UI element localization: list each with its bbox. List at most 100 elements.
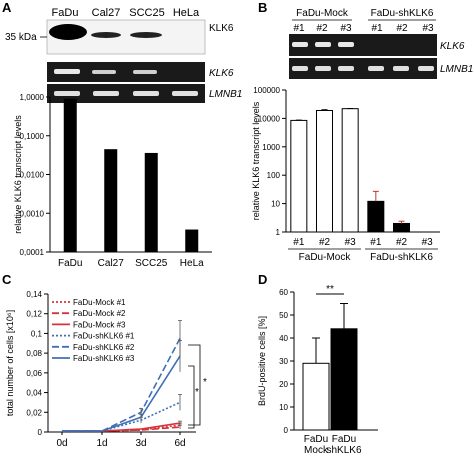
lane-label-fadu: FaDu — [52, 7, 79, 19]
lane-number: #2 — [316, 23, 328, 34]
pcr-gel-klk6-a — [47, 62, 205, 82]
y-axis-label: relative KLK6 transcript levels — [251, 101, 261, 220]
y-tick-label: 0,0001 — [20, 248, 45, 257]
lane-label-cal27: Cal27 — [92, 7, 121, 19]
blot-label-klk6-protein: KLK6 — [209, 23, 234, 34]
y-tick-label: 10 — [271, 200, 280, 209]
y-tick-label: 1 — [276, 228, 281, 237]
legend-label: FaDu-Mock #3 — [73, 320, 126, 329]
y-tick-label: 60 — [279, 288, 288, 297]
x-tick-label: Mock — [304, 445, 329, 456]
panel-d-letter: D — [258, 272, 267, 287]
legend-label: FaDu-Mock #1 — [73, 298, 126, 307]
pcr-gel-lmnb1-b — [289, 58, 437, 79]
wb-band-cal27 — [91, 32, 121, 38]
significance-bracket — [188, 365, 195, 429]
y-tick-label: 0 — [284, 426, 289, 435]
y-tick-label: 50 — [279, 311, 288, 320]
bar — [316, 109, 333, 233]
bar — [144, 152, 158, 252]
bar — [367, 200, 385, 233]
y-tick-label: 0,02 — [26, 408, 42, 417]
x-tick-label: FaDu — [304, 434, 328, 445]
significance-star: * — [195, 387, 199, 398]
group-label-fadu-shklk6: FaDu-shKLK6 — [371, 8, 434, 19]
y-tick-label: 0 — [38, 428, 43, 437]
y-tick-label: 0,1000 — [20, 132, 45, 141]
y-tick-label: 20 — [279, 380, 288, 389]
western-blot-klk6 — [46, 19, 206, 55]
x-tick-label: #3 — [345, 237, 357, 248]
group-label-fadu-mock: FaDu-Mock — [296, 8, 349, 19]
kda-label: 35 kDa — [5, 32, 37, 43]
blot-label-lmnb1-b: LMNB1 — [440, 64, 473, 75]
lane-label-hela: HeLa — [173, 7, 200, 19]
blot-label-lmnb1-a: LMNB1 — [209, 89, 242, 100]
x-tick-label: #3 — [422, 237, 434, 248]
y-tick-label: 0,08 — [26, 349, 42, 358]
y-tick-label: 10000 — [258, 114, 281, 123]
y-tick-label: 0,0010 — [20, 209, 45, 218]
wb-band-fadu — [49, 24, 87, 40]
y-tick-label: 0,06 — [26, 369, 42, 378]
x-tick-label: shKLK6 — [326, 445, 361, 456]
bar — [104, 149, 118, 252]
y-axis-label: relative KLK6 transcript levels — [13, 115, 23, 234]
x-tick-label: 1d — [96, 438, 107, 449]
y-tick-label: 0,04 — [26, 389, 42, 398]
y-tick-label: 0,12 — [26, 310, 42, 319]
y-tick-label: 100000 — [253, 86, 280, 95]
y-tick-label: 30 — [279, 357, 288, 366]
bar — [302, 362, 330, 431]
blot-label-klk6-b: KLK6 — [440, 41, 465, 52]
x-tick-label: HeLa — [180, 258, 204, 269]
significance-stars: ** — [326, 284, 334, 295]
group-label: FaDu-Mock — [299, 252, 352, 263]
legend-label: FaDu-shKLK6 #2 — [73, 343, 135, 352]
y-tick-label: 100 — [267, 171, 281, 180]
y-tick-label: 40 — [279, 334, 288, 343]
lane-number: #2 — [396, 23, 408, 34]
blot-label-klk6-mrna: KLK6 — [209, 68, 234, 79]
panel-c-letter: C — [2, 272, 12, 287]
y-tick-label: 0,1 — [31, 329, 43, 338]
x-tick-label: FaDu — [332, 434, 356, 445]
lane-number: #3 — [340, 23, 352, 34]
group-label: FaDu-shKLK6 — [370, 252, 433, 263]
chart-c: 0 0,02 0,04 0,06 0,08 0,1 0,12 0,14 0d 1d 3d 6d FaDu… — [5, 290, 207, 449]
bar — [63, 98, 77, 252]
x-tick-label: #1 — [293, 237, 305, 248]
y-tick-label: 1,0000 — [20, 93, 45, 102]
x-tick-label: 0d — [56, 438, 67, 449]
wb-band-scc25 — [130, 32, 162, 38]
bar — [393, 222, 410, 233]
legend-label: FaDu-shKLK6 #3 — [73, 354, 135, 363]
panel-a-letter: A — [2, 0, 12, 15]
bar — [185, 229, 199, 252]
legend-label: FaDu-Mock #2 — [73, 309, 126, 318]
lane-number: #1 — [293, 23, 305, 34]
x-tick-label: 6d — [174, 438, 185, 449]
x-tick-label: #1 — [370, 237, 382, 248]
y-axis-label: total number of cells [x10⁶] — [5, 310, 15, 416]
lane-label-scc25: SCC25 — [129, 7, 164, 19]
x-tick-label: SCC25 — [135, 258, 168, 269]
y-tick-label: 0,14 — [26, 290, 42, 299]
y-tick-label: 1000 — [262, 143, 280, 152]
y-axis-label: BrdU-positive cells [%] — [257, 316, 267, 406]
bar — [341, 108, 359, 233]
x-tick-label: 3d — [135, 438, 146, 449]
series-line — [62, 355, 181, 432]
chart-b: 1 10 100 1000 10000 100000 #1 #2 #3 #1 #2 #3 FaDu-Mo… — [251, 86, 440, 263]
lane-number: #3 — [422, 23, 434, 34]
x-tick-label: FaDu — [58, 258, 82, 269]
y-tick-label: 0,0100 — [20, 171, 45, 180]
x-tick-label: #2 — [396, 237, 408, 248]
lane-number: #1 — [371, 23, 383, 34]
bar — [330, 328, 358, 431]
y-tick-label: 10 — [279, 403, 288, 412]
pcr-gel-lmnb1-a — [47, 84, 205, 103]
significance-star: * — [203, 377, 207, 388]
